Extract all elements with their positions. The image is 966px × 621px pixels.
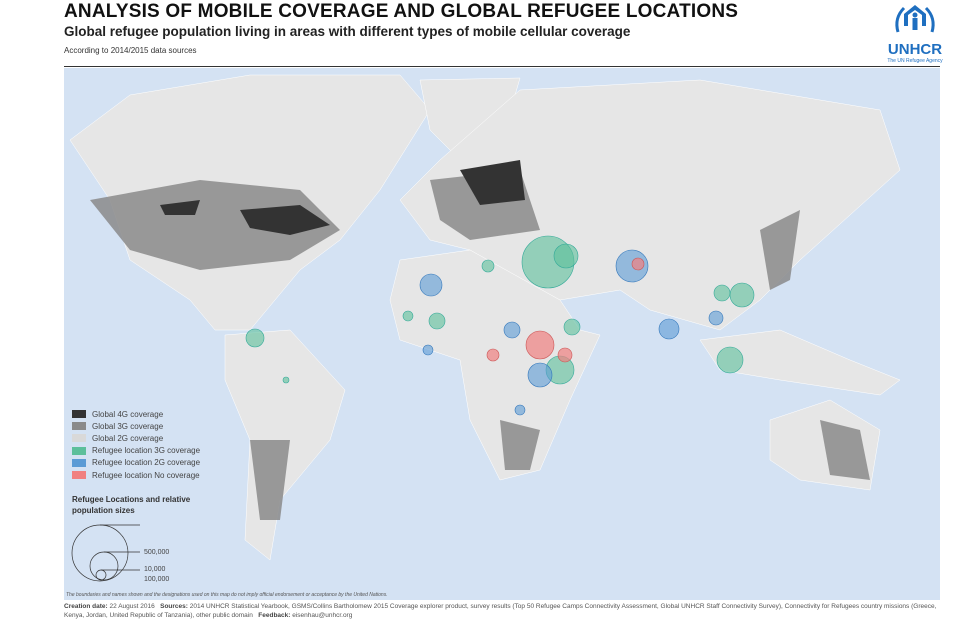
size-legend-circles xyxy=(71,524,140,582)
legend-label: Refugee location 2G coverage xyxy=(92,458,201,468)
size-label-10k: 10,000 xyxy=(144,566,166,573)
refugee-locations xyxy=(245,235,755,416)
logo-name: UNHCR xyxy=(887,41,943,58)
map-title: ANALYSIS OF MOBILE COVERAGE AND GLOBAL R… xyxy=(64,1,739,22)
unhcr-emblem-icon xyxy=(895,5,935,33)
legend-item: Refugee location No coverage xyxy=(72,469,200,481)
size-label-500k: 500,000 xyxy=(144,549,170,556)
legend-item: Global 2G coverage xyxy=(72,432,200,444)
feedback-label: Feedback: xyxy=(258,612,291,619)
sources-label: Sources: xyxy=(160,603,188,610)
swatch-refugee-2g xyxy=(72,458,86,467)
swatch-4g xyxy=(72,410,86,419)
data-source-note: According to 2014/2015 data sources xyxy=(64,46,197,55)
creation-date: 22 August 2016 xyxy=(109,603,155,610)
africa xyxy=(389,249,601,481)
land-4g xyxy=(160,160,525,235)
creation-label: Creation date: xyxy=(64,603,108,610)
world-map[interactable] xyxy=(64,68,940,600)
header-divider xyxy=(64,66,940,67)
legend-item: Global 3G coverage xyxy=(72,420,200,432)
legend-label: Refugee location No coverage xyxy=(92,470,200,480)
swatch-refugee-3g xyxy=(72,446,86,455)
size-label-100k: 100,000 xyxy=(144,576,170,583)
sources-text: 2014 UNHCR Statistical Yearbook, GSMS/Co… xyxy=(64,603,937,619)
swatch-2g xyxy=(72,434,86,443)
swatch-refugee-none xyxy=(72,471,86,480)
map-canvas xyxy=(69,74,901,582)
legend-item: Refugee location 2G coverage xyxy=(72,457,200,469)
legend-label: Global 4G coverage xyxy=(92,409,164,419)
swatch-3g xyxy=(72,422,86,431)
legend-item: Refugee location 3G coverage xyxy=(72,445,200,457)
legend-item: Global 4G coverage xyxy=(72,408,200,420)
feedback-email[interactable]: eisenhau@unhcr.org xyxy=(292,612,353,619)
map-subtitle: Global refugee population living in area… xyxy=(64,24,631,39)
disclaimer: The boundaries and names shown and the d… xyxy=(66,592,388,598)
legend-label: Refugee location 3G coverage xyxy=(92,446,201,456)
legend-label: Global 3G coverage xyxy=(92,421,164,431)
unhcr-logo: UNHCR The UN Refugee Agency xyxy=(880,2,950,64)
coverage-legend: Global 4G coverage Global 3G coverage Gl… xyxy=(72,408,200,481)
logo-tagline: The UN Refugee Agency xyxy=(887,58,943,64)
size-legend-title: Refugee Locations and relative populatio… xyxy=(72,495,191,515)
land-3g xyxy=(90,170,870,520)
footer: Creation date: 22 August 2016 Sources: 2… xyxy=(64,602,944,620)
legend-label: Global 2G coverage xyxy=(92,433,164,443)
land-2g xyxy=(69,74,901,561)
